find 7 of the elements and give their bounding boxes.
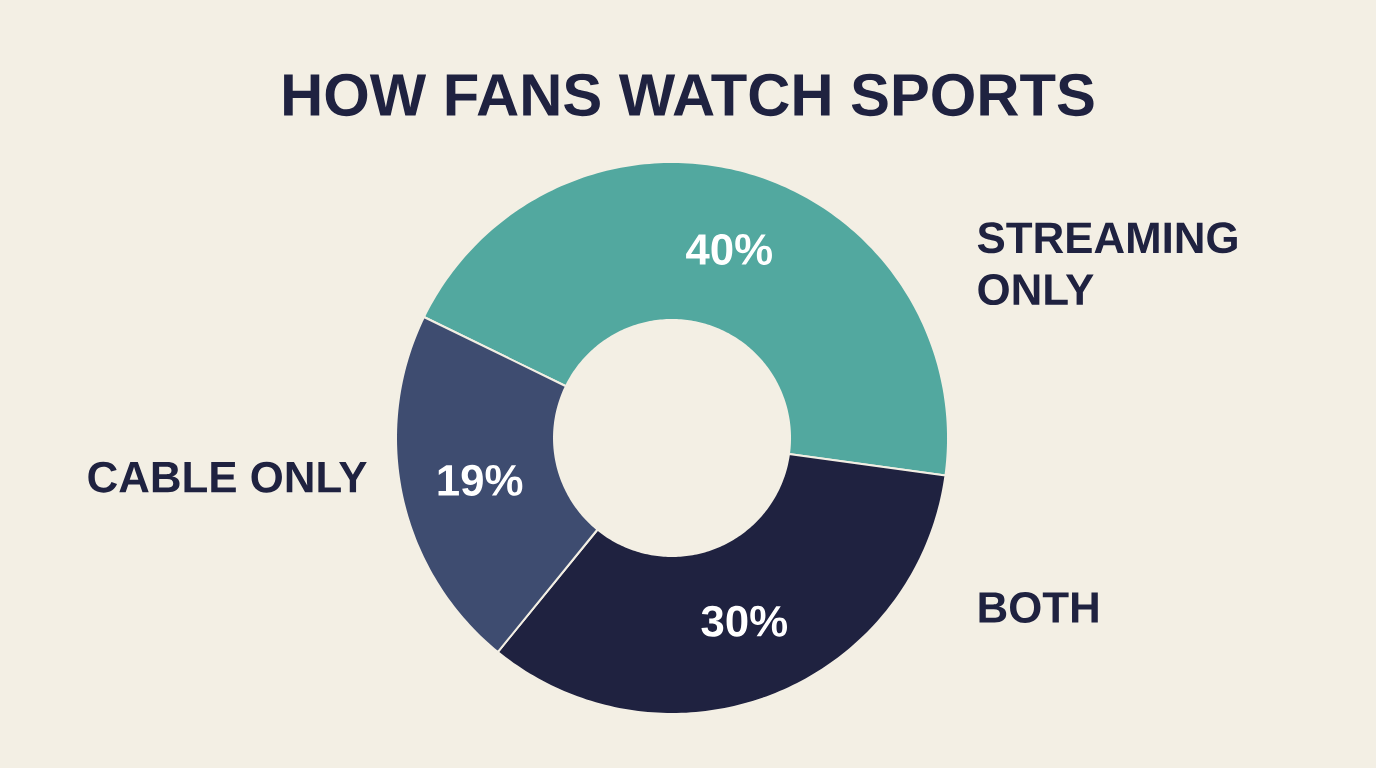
chart-title: HOW FANS WATCH SPORTS [284, 73, 1094, 117]
slice-label: STREAMING ONLY [977, 222, 1237, 306]
slice-label: BOTH [979, 591, 1098, 623]
data-label: 30% [701, 605, 787, 637]
data-label: 40% [686, 233, 772, 266]
slice-label: CABLE ONLY [88, 461, 367, 493]
data-label: 19% [438, 464, 523, 496]
